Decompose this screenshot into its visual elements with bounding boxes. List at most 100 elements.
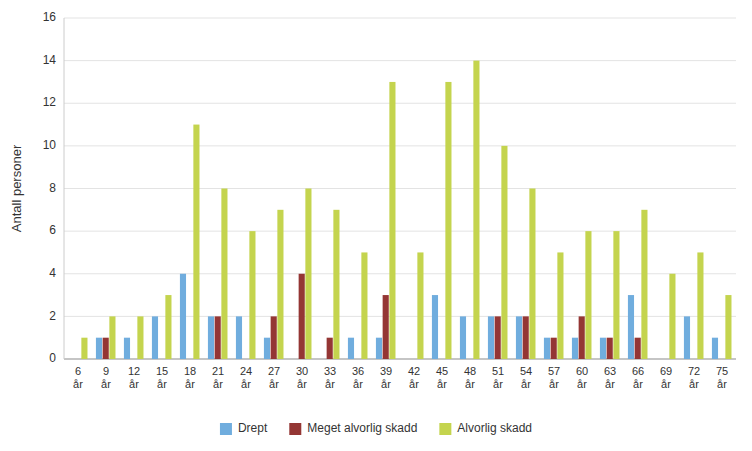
bar <box>712 338 718 359</box>
bar <box>109 316 115 359</box>
bar <box>137 316 143 359</box>
bar <box>187 359 193 360</box>
bar <box>292 359 298 360</box>
bar <box>124 338 130 359</box>
bar <box>159 359 165 360</box>
y-tick-label: 2 <box>49 309 56 323</box>
grid-line <box>64 18 736 19</box>
bar <box>299 274 305 359</box>
bar <box>628 295 634 359</box>
grid-line <box>64 273 736 274</box>
bar <box>439 359 445 360</box>
bar <box>684 316 690 359</box>
legend-label: Alvorlig skadd <box>457 421 532 435</box>
bar <box>719 359 725 360</box>
x-tick-label: 33år <box>324 365 336 390</box>
bar <box>697 252 703 359</box>
x-tick-label: 18år <box>184 365 196 390</box>
bar <box>243 359 249 360</box>
x-tick-label: 72år <box>688 365 700 390</box>
bar <box>180 274 186 359</box>
grid-line <box>64 316 736 317</box>
x-tick-label: 51år <box>492 365 504 390</box>
x-tick-label: 36år <box>352 365 364 390</box>
x-tick-label: 57år <box>548 365 560 390</box>
bar <box>656 359 662 360</box>
bar <box>417 252 423 359</box>
bar <box>613 231 619 359</box>
bar <box>579 316 585 359</box>
x-tick-label: 15år <box>156 365 168 390</box>
bar <box>320 359 326 360</box>
legend-label: Meget alvorlig skadd <box>307 421 417 435</box>
x-tick-label: 60år <box>576 365 588 390</box>
bar <box>473 61 479 359</box>
bar <box>376 338 382 359</box>
bar <box>361 252 367 359</box>
bar <box>523 316 529 359</box>
bar <box>585 231 591 359</box>
y-axis-label: Antall personer <box>9 144 24 232</box>
bar <box>663 359 669 360</box>
bar <box>551 338 557 359</box>
grid-line <box>64 145 736 146</box>
bar <box>355 359 361 360</box>
bar <box>600 338 606 359</box>
bar <box>557 252 563 359</box>
y-tick-label: 14 <box>43 53 57 67</box>
bars <box>81 61 731 359</box>
x-tick-label: 12år <box>128 365 140 390</box>
legend-swatch <box>439 423 451 435</box>
grid-line <box>64 231 736 232</box>
bar <box>572 338 578 359</box>
bar <box>271 316 277 359</box>
x-tick-label: 45år <box>436 365 448 390</box>
legend-label: Drept <box>238 421 268 435</box>
bar <box>215 316 221 359</box>
bar <box>208 316 214 359</box>
bar <box>264 338 270 359</box>
bar <box>103 338 109 359</box>
bar <box>445 82 451 359</box>
x-tick-label: 21år <box>212 365 224 390</box>
y-grid <box>64 18 736 359</box>
bar <box>249 231 255 359</box>
bar <box>165 295 171 359</box>
bar <box>501 146 507 359</box>
bar <box>529 189 535 360</box>
grid-line <box>64 103 736 104</box>
bar <box>467 359 473 360</box>
x-tick-label: 54år <box>520 365 532 390</box>
bar <box>669 274 675 359</box>
y-tick-label: 12 <box>43 95 57 109</box>
bar <box>81 338 87 359</box>
x-tick-label: 42år <box>408 365 420 390</box>
y-tick-label: 16 <box>43 10 57 24</box>
x-tick-label: 6år <box>73 365 83 390</box>
bar <box>383 295 389 359</box>
bar <box>544 338 550 359</box>
x-tick-label: 24år <box>240 365 252 390</box>
y-tick-label: 0 <box>49 351 56 365</box>
bar <box>236 316 242 359</box>
legend-swatch <box>289 423 301 435</box>
bar <box>193 125 199 359</box>
bar <box>488 316 494 359</box>
bar <box>348 338 354 359</box>
bar <box>725 295 731 359</box>
bar <box>68 359 74 360</box>
bar <box>131 359 137 360</box>
bar <box>96 338 102 359</box>
legend: Drept Meget alvorlig skadd Alvorlig skadd <box>220 421 532 435</box>
bar-series <box>81 61 731 359</box>
bar <box>691 359 697 360</box>
y-tick-label: 6 <box>49 223 56 237</box>
bar <box>432 295 438 359</box>
bar <box>516 316 522 359</box>
bar <box>460 316 466 359</box>
bar <box>75 359 81 360</box>
y-tick-label: 10 <box>43 138 57 152</box>
bar <box>221 189 227 360</box>
grid-line <box>64 60 736 61</box>
x-tick-label: 69år <box>660 365 672 390</box>
